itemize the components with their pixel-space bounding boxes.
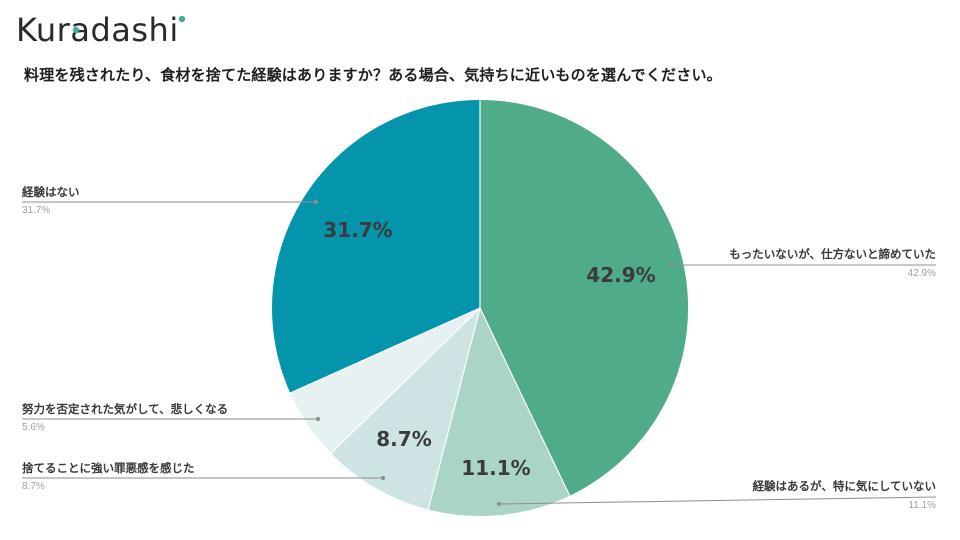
callout-value-strong-guilt: 8.7% <box>22 481 45 492</box>
callout-label-sad: 努力を否定された気がして、悲しくなる <box>22 402 229 416</box>
slice-value-not-bothered: 11.1% <box>461 456 531 480</box>
callout-label-no-experience: 経験はない <box>22 185 80 199</box>
callout-value-not-bothered: 11.1% <box>908 500 936 511</box>
pie-slice-sad[interactable] <box>290 308 480 454</box>
callout-label-not-bothered: 経験はあるが、特に気にしていない <box>752 479 936 493</box>
slice-value-giving-up: 42.9% <box>586 263 656 287</box>
logo-dot-i <box>178 15 186 23</box>
logo-text: Kuradashi <box>16 11 179 49</box>
pie-slice-giving-up[interactable] <box>480 99 689 496</box>
pie-slice-strong-guilt[interactable] <box>331 308 480 510</box>
pie-slice-no-experience[interactable] <box>272 100 480 393</box>
slice-value-no-experience: 31.7% <box>323 218 393 242</box>
callout-value-no-experience: 31.7% <box>22 205 51 216</box>
callout-lines <box>22 199 937 507</box>
callout-label-giving-up: もったいないが、仕方ないと諦めていた <box>729 247 936 261</box>
slice-separators <box>289 100 571 510</box>
kuradashi-logo: Kuradashi <box>16 10 179 50</box>
callout-label-strong-guilt: 捨てることに強い罪悪感を感じた <box>22 461 195 475</box>
slice-value-strong-guilt: 8.7% <box>376 427 432 451</box>
callout-value-sad: 5.6% <box>22 422 45 433</box>
logo-dot-r <box>72 26 80 34</box>
callout-value-giving-up: 42.9% <box>907 268 936 279</box>
survey-question: 料理を残されたり、食材を捨てた経験はありますか？ある場合、気持ちに近いものを選ん… <box>24 66 722 84</box>
pie-slice-not-bothered[interactable] <box>428 308 570 517</box>
